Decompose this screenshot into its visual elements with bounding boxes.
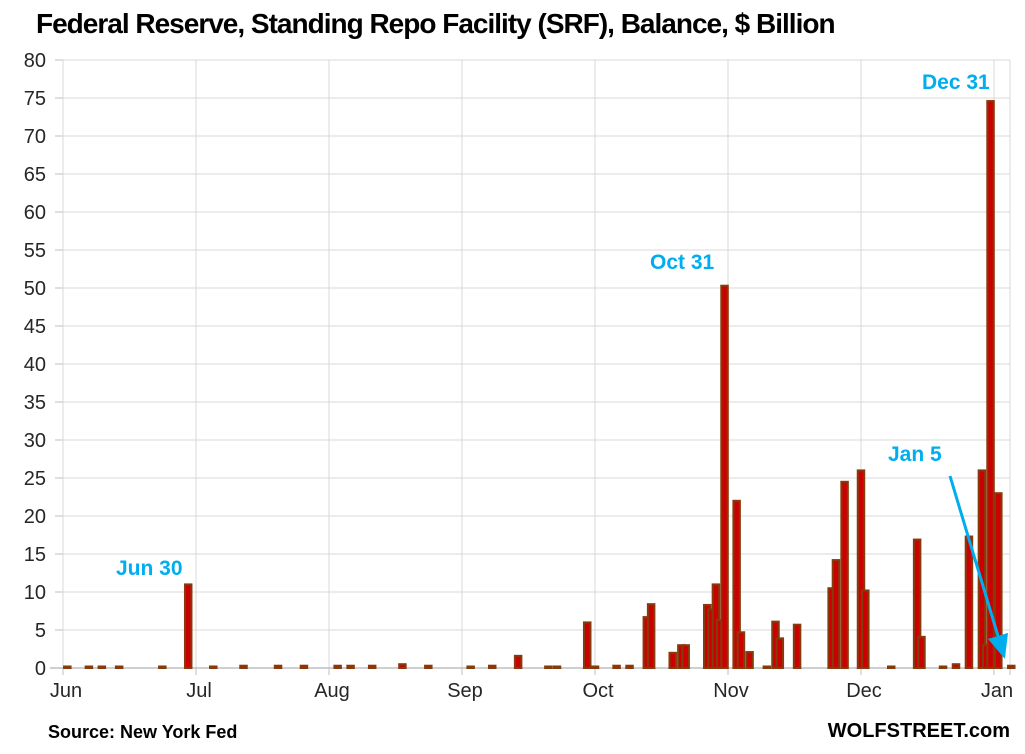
source-note: Source: New York Fed <box>48 722 238 742</box>
y-axis-label: 25 <box>24 468 46 490</box>
x-axis-label: Dec <box>846 680 882 702</box>
bar <box>977 469 987 669</box>
bar <box>736 631 746 670</box>
bar <box>762 665 772 669</box>
bar <box>861 589 870 669</box>
bar <box>964 535 974 670</box>
bar <box>299 664 309 669</box>
y-axis-label: 50 <box>24 278 46 300</box>
x-axis-label: Aug <box>314 680 350 702</box>
y-axis-label: 40 <box>24 354 46 376</box>
annotation-arrow <box>948 475 1009 659</box>
y-axis-label: 30 <box>24 430 46 452</box>
bar <box>720 284 729 669</box>
bar <box>840 480 849 669</box>
bar <box>986 100 995 670</box>
bar <box>938 665 948 669</box>
bar <box>625 664 634 669</box>
bar <box>951 663 961 670</box>
bar <box>158 665 167 669</box>
x-axis-label: Nov <box>713 680 749 702</box>
bar <box>1007 664 1016 669</box>
annotation-jan-5: Jan 5 <box>888 443 942 466</box>
bar <box>398 663 407 670</box>
bar <box>183 583 193 670</box>
x-axis-label: Jun <box>50 680 82 702</box>
bar <box>732 499 741 669</box>
bar <box>646 603 656 669</box>
x-axis-label: Jul <box>186 680 212 702</box>
chart-title: Federal Reserve, Standing Repo Facility … <box>36 8 836 39</box>
bar <box>209 665 218 669</box>
bar <box>466 665 475 669</box>
bar <box>775 637 785 669</box>
bar <box>886 665 896 669</box>
annotation-oct-31: Oct 31 <box>650 251 715 274</box>
bar <box>367 664 377 669</box>
wolfstreet-watermark: WOLFSTREET.com <box>827 720 1010 742</box>
y-axis-label: 45 <box>24 316 46 338</box>
y-axis-label: 35 <box>24 392 46 414</box>
y-axis-label: 20 <box>24 506 46 528</box>
y-axis-label: 60 <box>24 202 46 224</box>
y-axis-label: 5 <box>35 620 46 642</box>
x-axis-label: Oct <box>582 680 614 702</box>
bar <box>668 651 677 669</box>
bar <box>114 665 124 669</box>
y-axis-label: 75 <box>24 88 46 110</box>
bar <box>84 665 94 669</box>
bar <box>97 665 107 669</box>
bar <box>544 665 553 669</box>
y-axis-label: 65 <box>24 164 46 186</box>
bar <box>831 559 841 670</box>
bar <box>552 665 562 669</box>
bar <box>239 664 248 669</box>
bar <box>792 623 802 669</box>
x-axis-label: Jan <box>981 680 1013 702</box>
y-axis-label: 70 <box>24 126 46 148</box>
bar <box>590 665 600 669</box>
y-axis-label: 55 <box>24 240 46 262</box>
bar <box>681 644 690 670</box>
y-axis-label: 10 <box>24 582 46 604</box>
bar <box>487 664 497 669</box>
bar <box>856 469 866 669</box>
y-axis-label: 0 <box>35 658 46 680</box>
bar <box>424 664 433 669</box>
y-axis-label: 15 <box>24 544 46 566</box>
bar <box>273 664 283 669</box>
bar <box>582 621 592 670</box>
bar <box>745 651 754 669</box>
bar <box>333 664 342 669</box>
bar <box>63 665 72 669</box>
bar <box>513 654 523 670</box>
bar <box>346 664 355 669</box>
x-axis-label: Sep <box>447 680 483 702</box>
bar <box>994 492 1003 670</box>
bar <box>917 635 926 670</box>
y-axis-label: 80 <box>24 50 46 72</box>
annotation-jun-30: Jun 30 <box>116 557 183 580</box>
bar <box>612 664 621 669</box>
annotation-dec-31: Dec 31 <box>922 71 990 94</box>
bar <box>912 538 922 669</box>
